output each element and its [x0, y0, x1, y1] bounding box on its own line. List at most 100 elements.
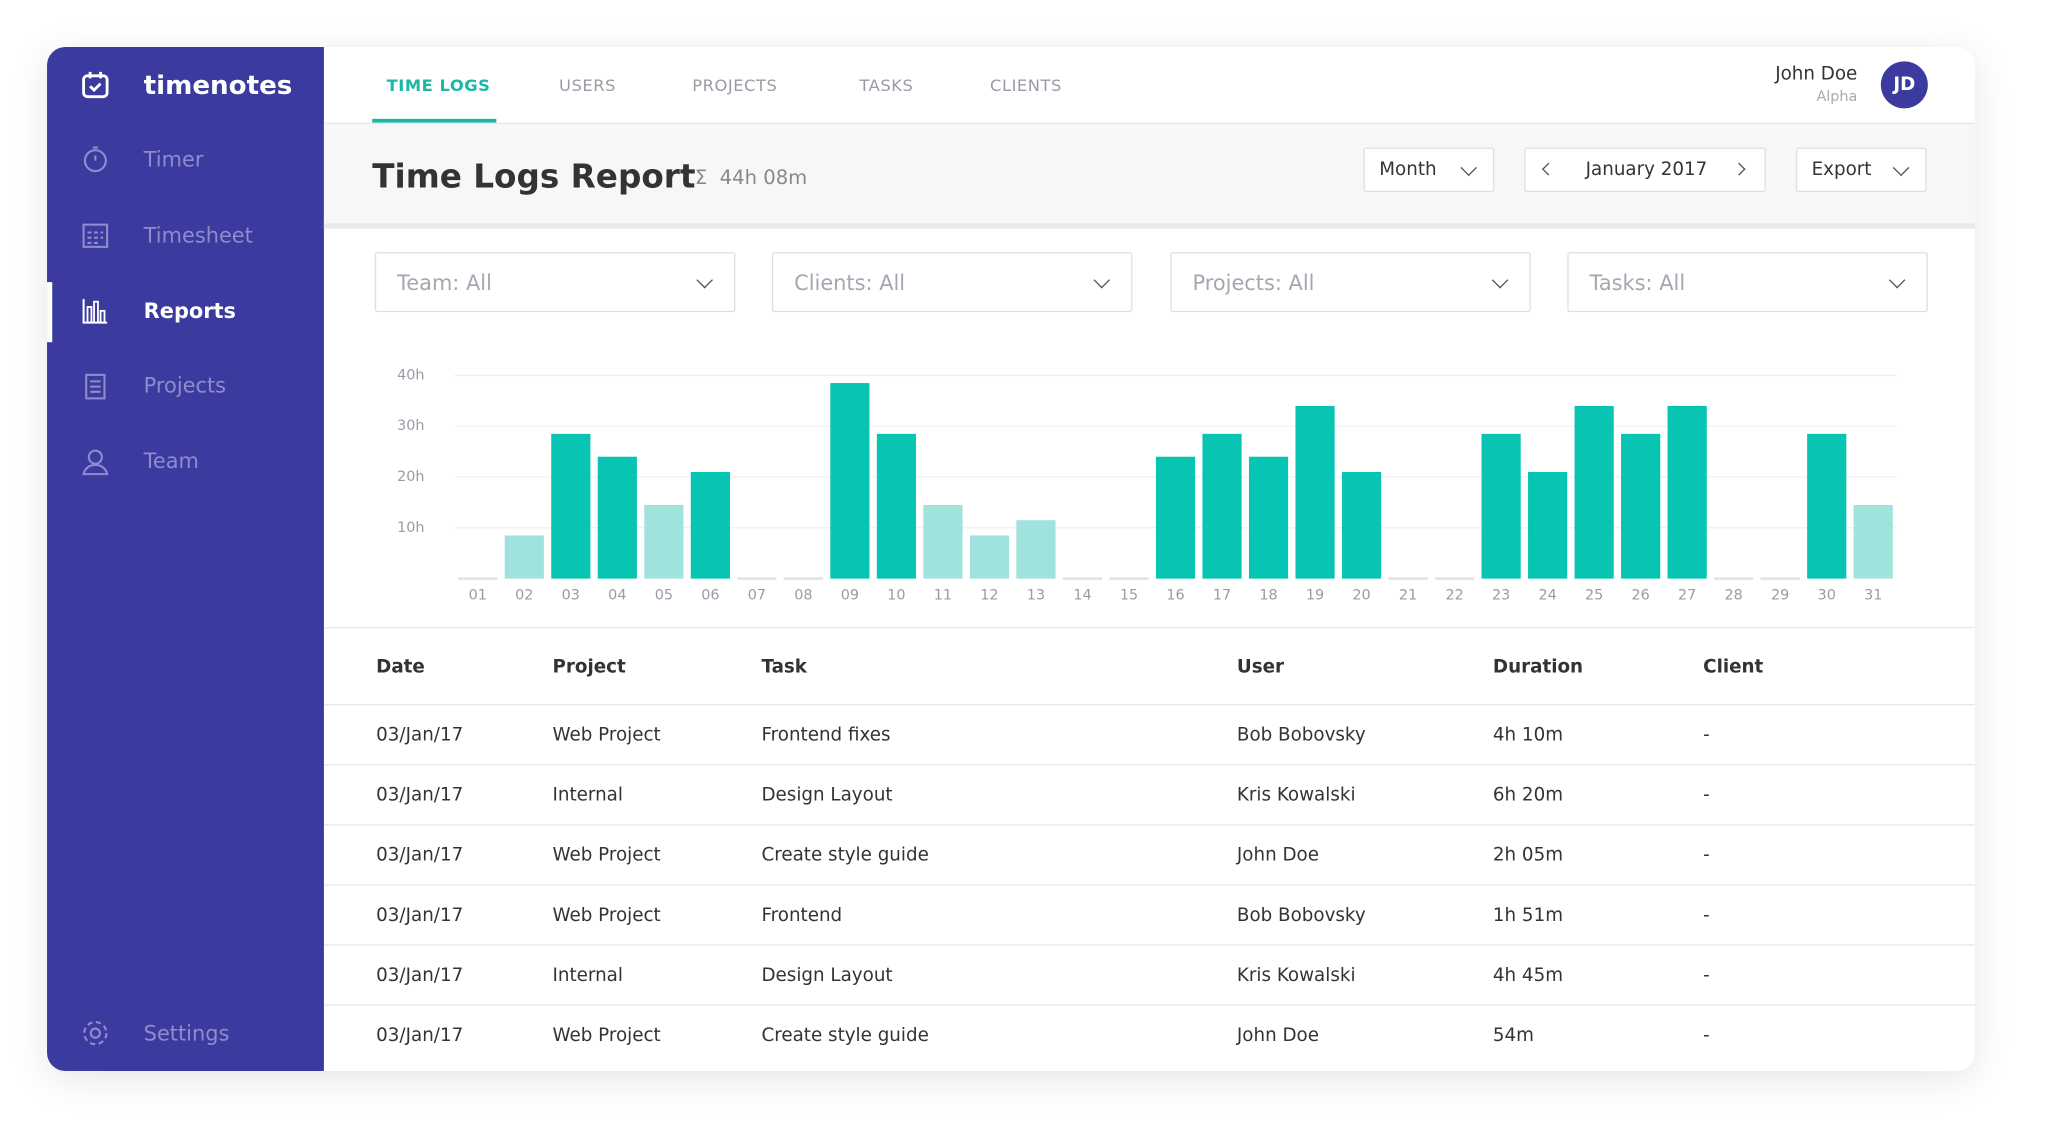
row-divider: [323, 824, 1975, 826]
export-button[interactable]: Export: [1795, 147, 1927, 192]
row-divider: [323, 703, 1975, 706]
x-tick-label: 30: [1818, 588, 1836, 604]
filter-label: Tasks: All: [1589, 270, 1686, 296]
period: Month: [1379, 159, 1437, 181]
chevron: [1460, 159, 1478, 177]
x-tick-label: 11: [934, 588, 952, 604]
table-cell: -: [1703, 784, 1710, 806]
table-cell: 03/Jan/17: [376, 724, 464, 746]
table-cell: -: [1703, 905, 1710, 927]
bar: [1248, 456, 1289, 579]
tab-underline: [372, 118, 497, 123]
bar: [690, 471, 730, 579]
nav-item[interactable]: Timesheet: [143, 222, 253, 248]
x-tick-label: 12: [980, 588, 998, 604]
nav-item[interactable]: Timer: [143, 146, 204, 172]
chevron: [1093, 271, 1111, 289]
period-select[interactable]: Month: [1363, 147, 1495, 192]
table-cell: Design Layout: [761, 784, 893, 806]
nav-item[interactable]: Projects: [143, 372, 227, 398]
table-cell: Bob Bobovsky: [1236, 724, 1366, 746]
nav-item[interactable]: Team: [143, 448, 199, 474]
bar: [1109, 577, 1149, 580]
bar: [458, 577, 498, 580]
filter[interactable]: Clients: All: [771, 252, 1133, 313]
bar: [1760, 577, 1800, 580]
table-cell: John Doe: [1236, 1025, 1319, 1047]
tab[interactable]: TIME LOGS: [386, 75, 491, 95]
table-cell: 4h 45m: [1492, 965, 1564, 987]
bar: [1574, 405, 1614, 579]
x-tick-label: 22: [1445, 588, 1463, 604]
user-role: Alpha: [1816, 88, 1858, 106]
report-title: Time Logs Report: [372, 157, 696, 196]
x-tick-label: 31: [1864, 588, 1882, 604]
y-tick-label: 30h: [397, 418, 424, 434]
tab[interactable]: USERS: [559, 75, 616, 95]
sidebar: timenotes Timer Timesheet Reports Projec…: [47, 47, 324, 1072]
bar: [1714, 577, 1754, 580]
total-symbol: Σ: [694, 165, 708, 190]
filter-label: Projects: All: [1192, 270, 1315, 296]
x-tick-label: 04: [608, 588, 626, 604]
table-cell: -: [1703, 845, 1710, 866]
x-tick-label: 28: [1725, 588, 1743, 604]
x-tick-label: 02: [515, 588, 533, 604]
bar: [1667, 405, 1707, 579]
projects-icon: [85, 373, 106, 400]
prev[interactable]: [1541, 162, 1555, 176]
x-tick-label: 26: [1632, 588, 1650, 604]
x-tick-label: 05: [655, 588, 673, 604]
x-tick-label: 10: [887, 588, 905, 604]
tab[interactable]: PROJECTS: [692, 75, 778, 95]
column-header: Duration: [1492, 656, 1584, 678]
table-cell: -: [1703, 965, 1710, 987]
table-cell: Web Project: [552, 905, 661, 927]
bar: [1621, 433, 1661, 579]
bar: [551, 433, 591, 579]
bar: [1528, 471, 1568, 579]
table-cell: Create style guide: [761, 1025, 929, 1047]
column-header: Task: [761, 656, 807, 678]
y-tick-label: 10h: [397, 520, 424, 536]
filter[interactable]: Projects: All: [1170, 252, 1531, 313]
total: 44h 08m: [719, 165, 808, 190]
bar: [1481, 433, 1521, 579]
table-cell: 03/Jan/17: [376, 784, 464, 806]
table-cell: 4h 10m: [1492, 724, 1564, 746]
table-cell: Web Project: [552, 724, 661, 746]
table-cell: Kris Kowalski: [1236, 784, 1356, 806]
x-tick-label: 14: [1073, 588, 1091, 604]
table-cell: Web Project: [552, 845, 661, 866]
column-header: User: [1236, 656, 1285, 678]
x-tick-label: 17: [1213, 588, 1231, 604]
date: January 2017: [1585, 159, 1708, 181]
table-cell: 6h 20m: [1492, 784, 1564, 806]
tab[interactable]: CLIENTS: [990, 75, 1062, 95]
next[interactable]: [1732, 162, 1746, 176]
table-cell: Design Layout: [761, 965, 893, 987]
row-divider: [323, 884, 1975, 886]
filter-label: Team: All: [397, 270, 492, 296]
export: Export: [1811, 159, 1872, 181]
bar: [1341, 471, 1382, 579]
avatar[interactable]: JD: [1880, 61, 1928, 109]
timer-icon: [83, 146, 107, 173]
x-tick-label: 27: [1678, 588, 1696, 604]
table-cell: 03/Jan/17: [376, 965, 464, 987]
table-cell: 03/Jan/17: [376, 845, 464, 866]
x-tick-label: 09: [841, 588, 859, 604]
tab[interactable]: TASKS: [859, 75, 914, 95]
bar: [1155, 456, 1196, 579]
app-window: timenotes Timer Timesheet Reports Projec…: [47, 47, 1975, 1072]
settings[interactable]: Settings: [143, 1020, 230, 1046]
table-cell: 03/Jan/17: [376, 905, 464, 927]
table-cell: Web Project: [552, 1025, 661, 1047]
x-tick-label: 18: [1259, 588, 1277, 604]
chart: 10h 20h 30h 40h 01 02 03 04 05 06 07 08 09 10 11 12 13 14…: [397, 367, 1897, 604]
table-cell: -: [1703, 724, 1710, 746]
nav-item[interactable]: Reports: [143, 298, 236, 324]
filter[interactable]: Team: All: [374, 252, 736, 313]
filter[interactable]: Tasks: All: [1567, 252, 1928, 313]
